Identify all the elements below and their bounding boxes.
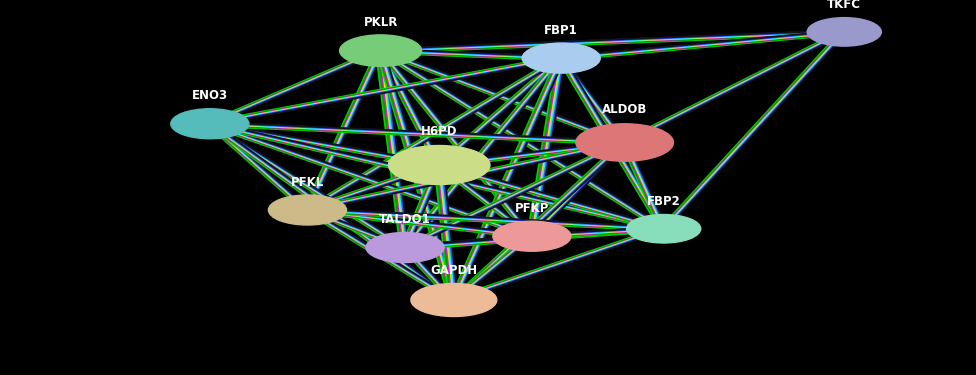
Text: FBP2: FBP2 — [647, 195, 680, 208]
Text: PKLR: PKLR — [363, 16, 398, 28]
Text: FBP1: FBP1 — [545, 24, 578, 37]
Text: GAPDH: GAPDH — [430, 264, 477, 277]
Text: TALDO1: TALDO1 — [379, 213, 431, 226]
Circle shape — [493, 221, 571, 251]
Text: H6PD: H6PD — [421, 125, 458, 138]
Circle shape — [411, 284, 497, 316]
Circle shape — [807, 18, 881, 46]
Circle shape — [171, 109, 249, 139]
Circle shape — [366, 232, 444, 262]
Circle shape — [576, 124, 673, 161]
Text: ALDOB: ALDOB — [602, 103, 647, 116]
Text: TKFC: TKFC — [828, 0, 861, 11]
Circle shape — [522, 43, 600, 73]
Text: PFKL: PFKL — [291, 176, 324, 189]
Circle shape — [268, 195, 346, 225]
Circle shape — [388, 146, 490, 184]
Circle shape — [340, 35, 422, 66]
Text: PFKP: PFKP — [514, 202, 549, 215]
Circle shape — [627, 214, 701, 243]
Text: ENO3: ENO3 — [191, 90, 228, 102]
